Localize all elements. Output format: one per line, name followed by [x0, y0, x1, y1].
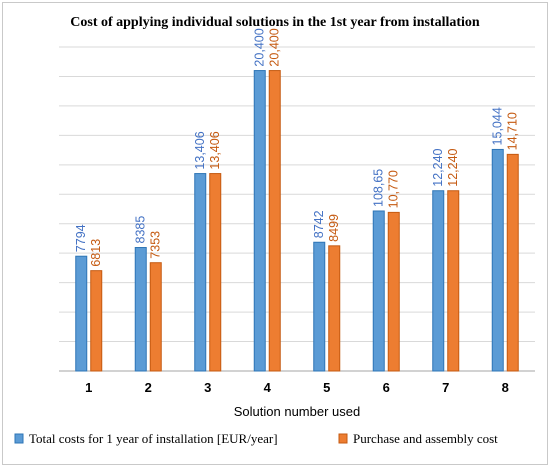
data-label-series2-8: 14,710: [506, 112, 520, 150]
x-tick-labels: 1 2 3 4 5 6 7 8: [85, 380, 509, 395]
bar-series1-8: [491, 148, 504, 372]
bar-series1-1: [75, 255, 88, 372]
legend-label-series1: Total costs for 1 year of installation […: [29, 431, 278, 446]
data-label-series1-2: 8385: [134, 216, 148, 244]
data-label-series2-5: 8499: [327, 214, 341, 242]
data-label-series1-7: 12,240: [431, 148, 445, 186]
bar-series2-7: [447, 190, 460, 372]
bars: [75, 70, 519, 372]
bar-series2-6: [387, 211, 400, 372]
data-label-series1-1: 7794: [74, 224, 88, 252]
legend-swatch-series2: [338, 433, 348, 444]
x-axis-title: Solution number used: [234, 404, 360, 419]
x-tick-label-1: 1: [85, 380, 92, 395]
x-tick-label-8: 8: [502, 380, 509, 395]
data-label-series1-8: 15,044: [491, 107, 505, 145]
bar-series1-4: [253, 70, 266, 372]
gridlines: [59, 46, 535, 372]
bar-series1-6: [372, 210, 385, 372]
data-label-series2-2: 7353: [149, 231, 163, 259]
bar-series1-3: [194, 173, 207, 372]
data-label-series1-3: 13,406: [193, 131, 207, 169]
bar-series2-5: [328, 245, 341, 372]
data-label-series1-4: 20,400: [253, 28, 267, 66]
data-label-series2-4: 20,400: [268, 28, 282, 66]
data-label-series2-6: 10,770: [387, 170, 401, 208]
data-label-series2-7: 12,240: [446, 148, 460, 186]
data-label-series1-5: 8742: [312, 210, 326, 238]
x-tick-label-7: 7: [442, 380, 449, 395]
legend-label-series2: Purchase and assembly cost: [353, 431, 498, 446]
legend-swatch-series1: [14, 433, 24, 444]
bar-series1-7: [432, 190, 445, 372]
bar-series2-4: [268, 70, 281, 372]
x-tick-label-4: 4: [264, 380, 272, 395]
legend: Total costs for 1 year of installation […: [14, 431, 498, 446]
bar-series2-3: [209, 173, 222, 372]
x-tick-label-2: 2: [145, 380, 152, 395]
chart-title: Cost of applying individual solutions in…: [70, 15, 480, 30]
bar-series2-1: [90, 270, 103, 372]
data-label-series1-6: 108,65: [372, 169, 386, 207]
x-tick-label-3: 3: [204, 380, 211, 395]
bar-series1-2: [134, 247, 147, 372]
data-label-series2-1: 6813: [89, 239, 103, 267]
x-tick-label-6: 6: [383, 380, 390, 395]
bar-series2-2: [149, 262, 162, 372]
bar-series1-5: [313, 241, 326, 372]
x-tick-label-5: 5: [323, 380, 330, 395]
bar-series2-8: [506, 153, 519, 372]
data-label-series2-3: 13,406: [208, 131, 222, 169]
